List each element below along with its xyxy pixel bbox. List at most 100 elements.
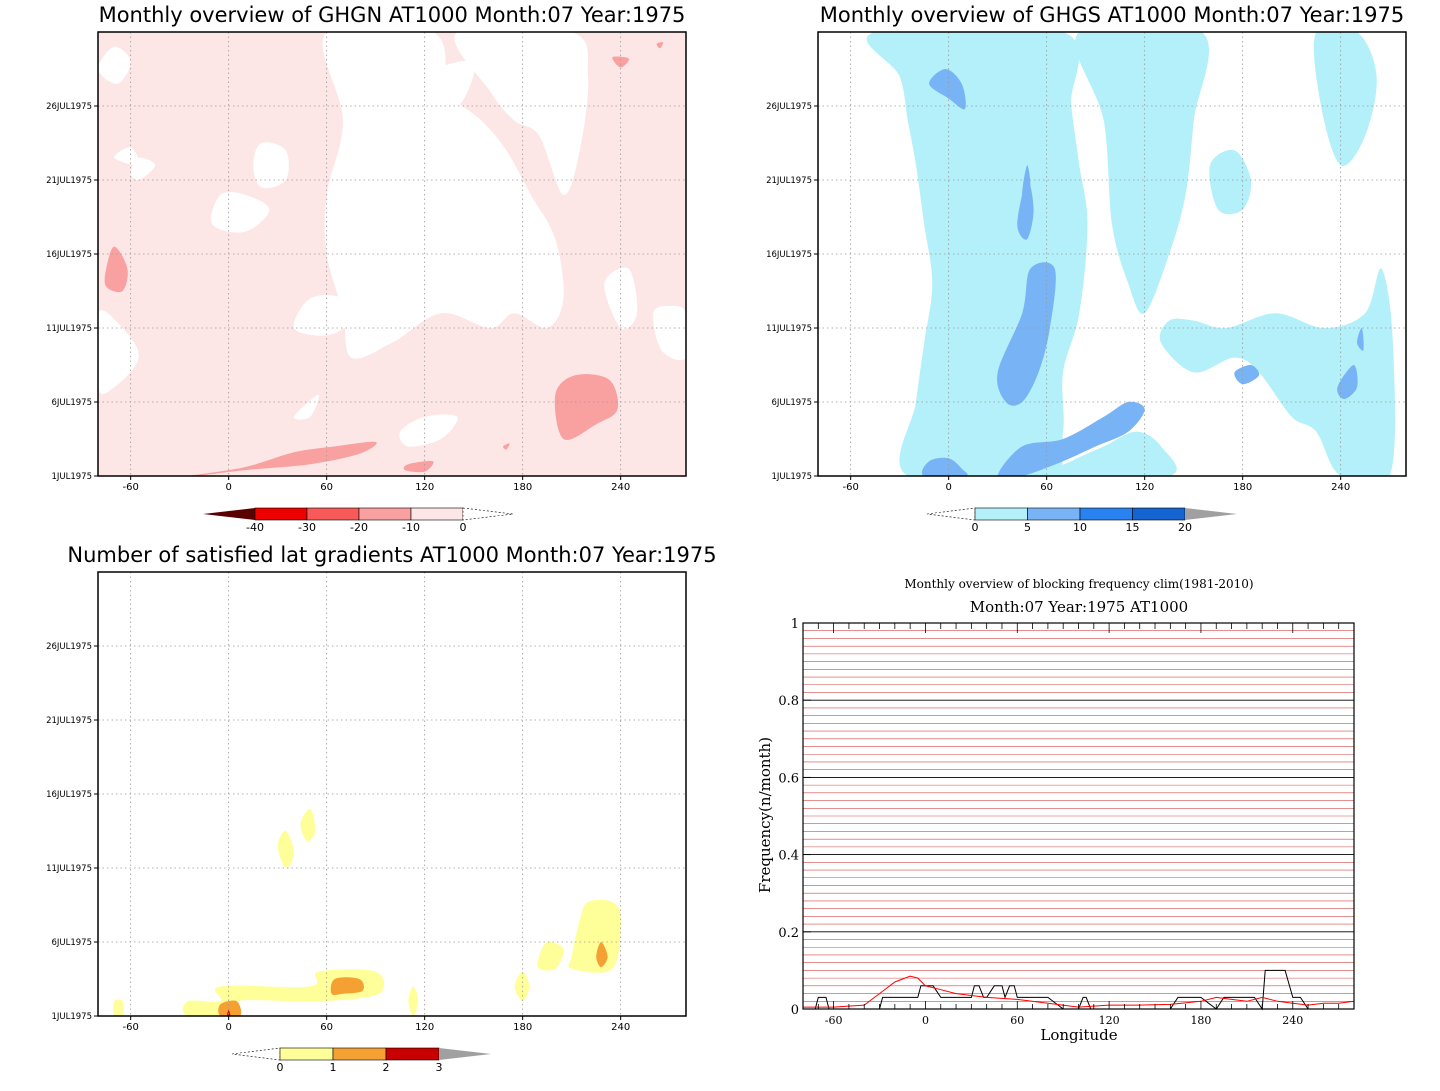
colorbar-box-2: [1079, 507, 1133, 521]
x-tick-label-4: 180: [1233, 482, 1252, 493]
y-tick-label-3: 16JUL1975: [46, 250, 92, 260]
x-tick-label-2: 60: [1040, 482, 1053, 493]
region-0to5-5: [1209, 149, 1252, 215]
colorbar-right-triangle: [462, 507, 514, 521]
ghgn-plot-area: [98, 32, 686, 476]
x-tick-label-5: 240: [1282, 1014, 1303, 1027]
x-tick-label-1: 0: [225, 1022, 231, 1033]
x-tick-label-5: 240: [611, 1022, 630, 1033]
y-tick-label-5: 1: [791, 617, 799, 632]
region-10to15-12: [1337, 365, 1358, 399]
y-tick-label-0: 1JUL1975: [51, 1012, 92, 1022]
x-tick-label-2: 60: [320, 482, 333, 493]
y-tick-label-2: 0.4: [778, 849, 799, 864]
x-tick-label-2: 60: [1010, 1014, 1024, 1027]
region-0to1-0: [182, 969, 385, 1016]
y-tick-label-3: 16JUL1975: [766, 250, 812, 260]
region-0to5-4: [1313, 32, 1377, 166]
frequency-ylabel: Frequency(n/month): [756, 737, 774, 893]
colorbar-label-4: 20: [1178, 521, 1192, 534]
frequency-panel: Monthly overview of blocking frequency c…: [756, 577, 1355, 1044]
region-0to1-4: [537, 941, 564, 971]
colorbar-left-triangle: [231, 1047, 281, 1061]
ghgn-positive-area-12: [522, 208, 540, 255]
ghgs-panel: Monthly overview of GHGS AT1000 Month:07…: [766, 3, 1407, 534]
ghgs-colorbar: 0 5 10 15 20: [926, 507, 1237, 534]
x-tick-label-3: 120: [415, 1022, 434, 1033]
gradients-colorbar: 0 1 2 3: [231, 1047, 491, 1074]
ghgn-positive-area-6: [424, 60, 475, 107]
ghgn-panel: Monthly overview of GHGN AT1000 Month:07…: [46, 3, 687, 534]
colorbar-label-0: 0: [972, 521, 979, 534]
colorbar-label-2: 2: [383, 1061, 390, 1074]
region-0to1-6: [408, 986, 419, 1016]
region-10to15-10: [921, 457, 968, 476]
region-1to2-8: [330, 977, 364, 996]
y-tick-label-2: 11JUL1975: [46, 324, 92, 334]
ghgn-positive-area-11: [293, 394, 320, 420]
colorbar-box-2: [385, 1047, 440, 1061]
colorbar-label-3: -10: [402, 521, 420, 534]
colorbar-box-1: [332, 1047, 387, 1061]
frequency-title: Monthly overview of blocking frequency c…: [904, 577, 1253, 591]
colorbar-label-3: 3: [436, 1061, 443, 1074]
x-tick-label-0: -60: [122, 1022, 138, 1033]
region-0to5-2: [1075, 32, 1210, 314]
x-tick-label-4: 180: [1190, 1014, 1211, 1027]
region-0to1-1: [277, 830, 294, 869]
region-10to15-14: [1356, 327, 1364, 351]
colorbar-box-1: [254, 507, 308, 521]
x-tick-label-0: -60: [825, 1014, 843, 1027]
colorbar-label-1: 5: [1024, 521, 1031, 534]
colorbar-box-3: [1132, 507, 1186, 521]
x-tick-label-3: 120: [415, 482, 434, 493]
region-10to15-11: [1234, 364, 1260, 385]
gradients-axes: -60 0 60 120 180 240 1JUL1975 6JUL1975 11JUL1975…: [46, 571, 687, 1033]
x-tick-label-3: 120: [1099, 1014, 1120, 1027]
frequency-subtitle: Month:07 Year:1975 AT1000: [970, 598, 1188, 616]
region--20to-10-4: [503, 443, 510, 450]
region--20to-10-0: [554, 374, 619, 440]
colorbar-box-3: [358, 507, 412, 521]
x-tick-label-3: 120: [1135, 482, 1154, 493]
colorbar-left-triangle: [926, 507, 976, 521]
x-tick-label-0: -60: [122, 482, 138, 493]
ghgn-positive-area-9: [653, 305, 686, 361]
region--20to-10-1: [104, 246, 128, 293]
region-0to5-3: [1159, 268, 1396, 476]
y-tick-label-0: 0: [791, 1003, 799, 1018]
colorbar-left-triangle: [203, 508, 255, 520]
colorbar-box-0: [974, 507, 1028, 521]
colorbar-label-3: 15: [1126, 521, 1140, 534]
ghgs-title: Monthly overview of GHGS AT1000 Month:07…: [820, 3, 1404, 27]
region-1to2-10: [596, 942, 608, 968]
ghgn-colorbar: -40 -30 -20 -10 0: [203, 507, 514, 534]
y-tick-label-0: 1JUL1975: [771, 472, 812, 482]
y-tick-label-4: 0.8: [778, 694, 799, 709]
gradients-plot-area: [98, 572, 686, 1016]
y-tick-label-2: 11JUL1975: [766, 324, 812, 334]
colorbar-label-0: -40: [246, 521, 264, 534]
colorbar-box-0: [279, 1047, 334, 1061]
colorbar-label-2: -20: [350, 521, 368, 534]
gradients-panel: Number of satisfied lat gradients AT1000…: [46, 543, 717, 1074]
frequency-lines: [803, 969, 1355, 1011]
y-tick-label-0: 1JUL1975: [51, 472, 92, 482]
y-tick-label-2: 11JUL1975: [46, 864, 92, 874]
frequency-grid: [803, 630, 1354, 1002]
ghgn-positive-area-0: [98, 46, 131, 84]
y-tick-label-4: 21JUL1975: [46, 716, 92, 726]
colorbar-box-4: [410, 507, 464, 521]
y-tick-label-5: 26JUL1975: [46, 102, 92, 112]
region--20to-10-6: [656, 42, 664, 49]
panel-2-regions: [98, 572, 686, 1016]
y-tick-label-3: 0.6: [778, 771, 799, 786]
region-1to2-9: [218, 1000, 242, 1016]
y-tick-label-5: 26JUL1975: [766, 102, 812, 112]
panel-1-regions: [818, 32, 1406, 476]
ghgn-positive-area-14: [114, 147, 140, 166]
region-10to15-13: [1022, 165, 1031, 196]
colorbar-label-2: 10: [1073, 521, 1087, 534]
region-0to1-3: [514, 971, 530, 1002]
